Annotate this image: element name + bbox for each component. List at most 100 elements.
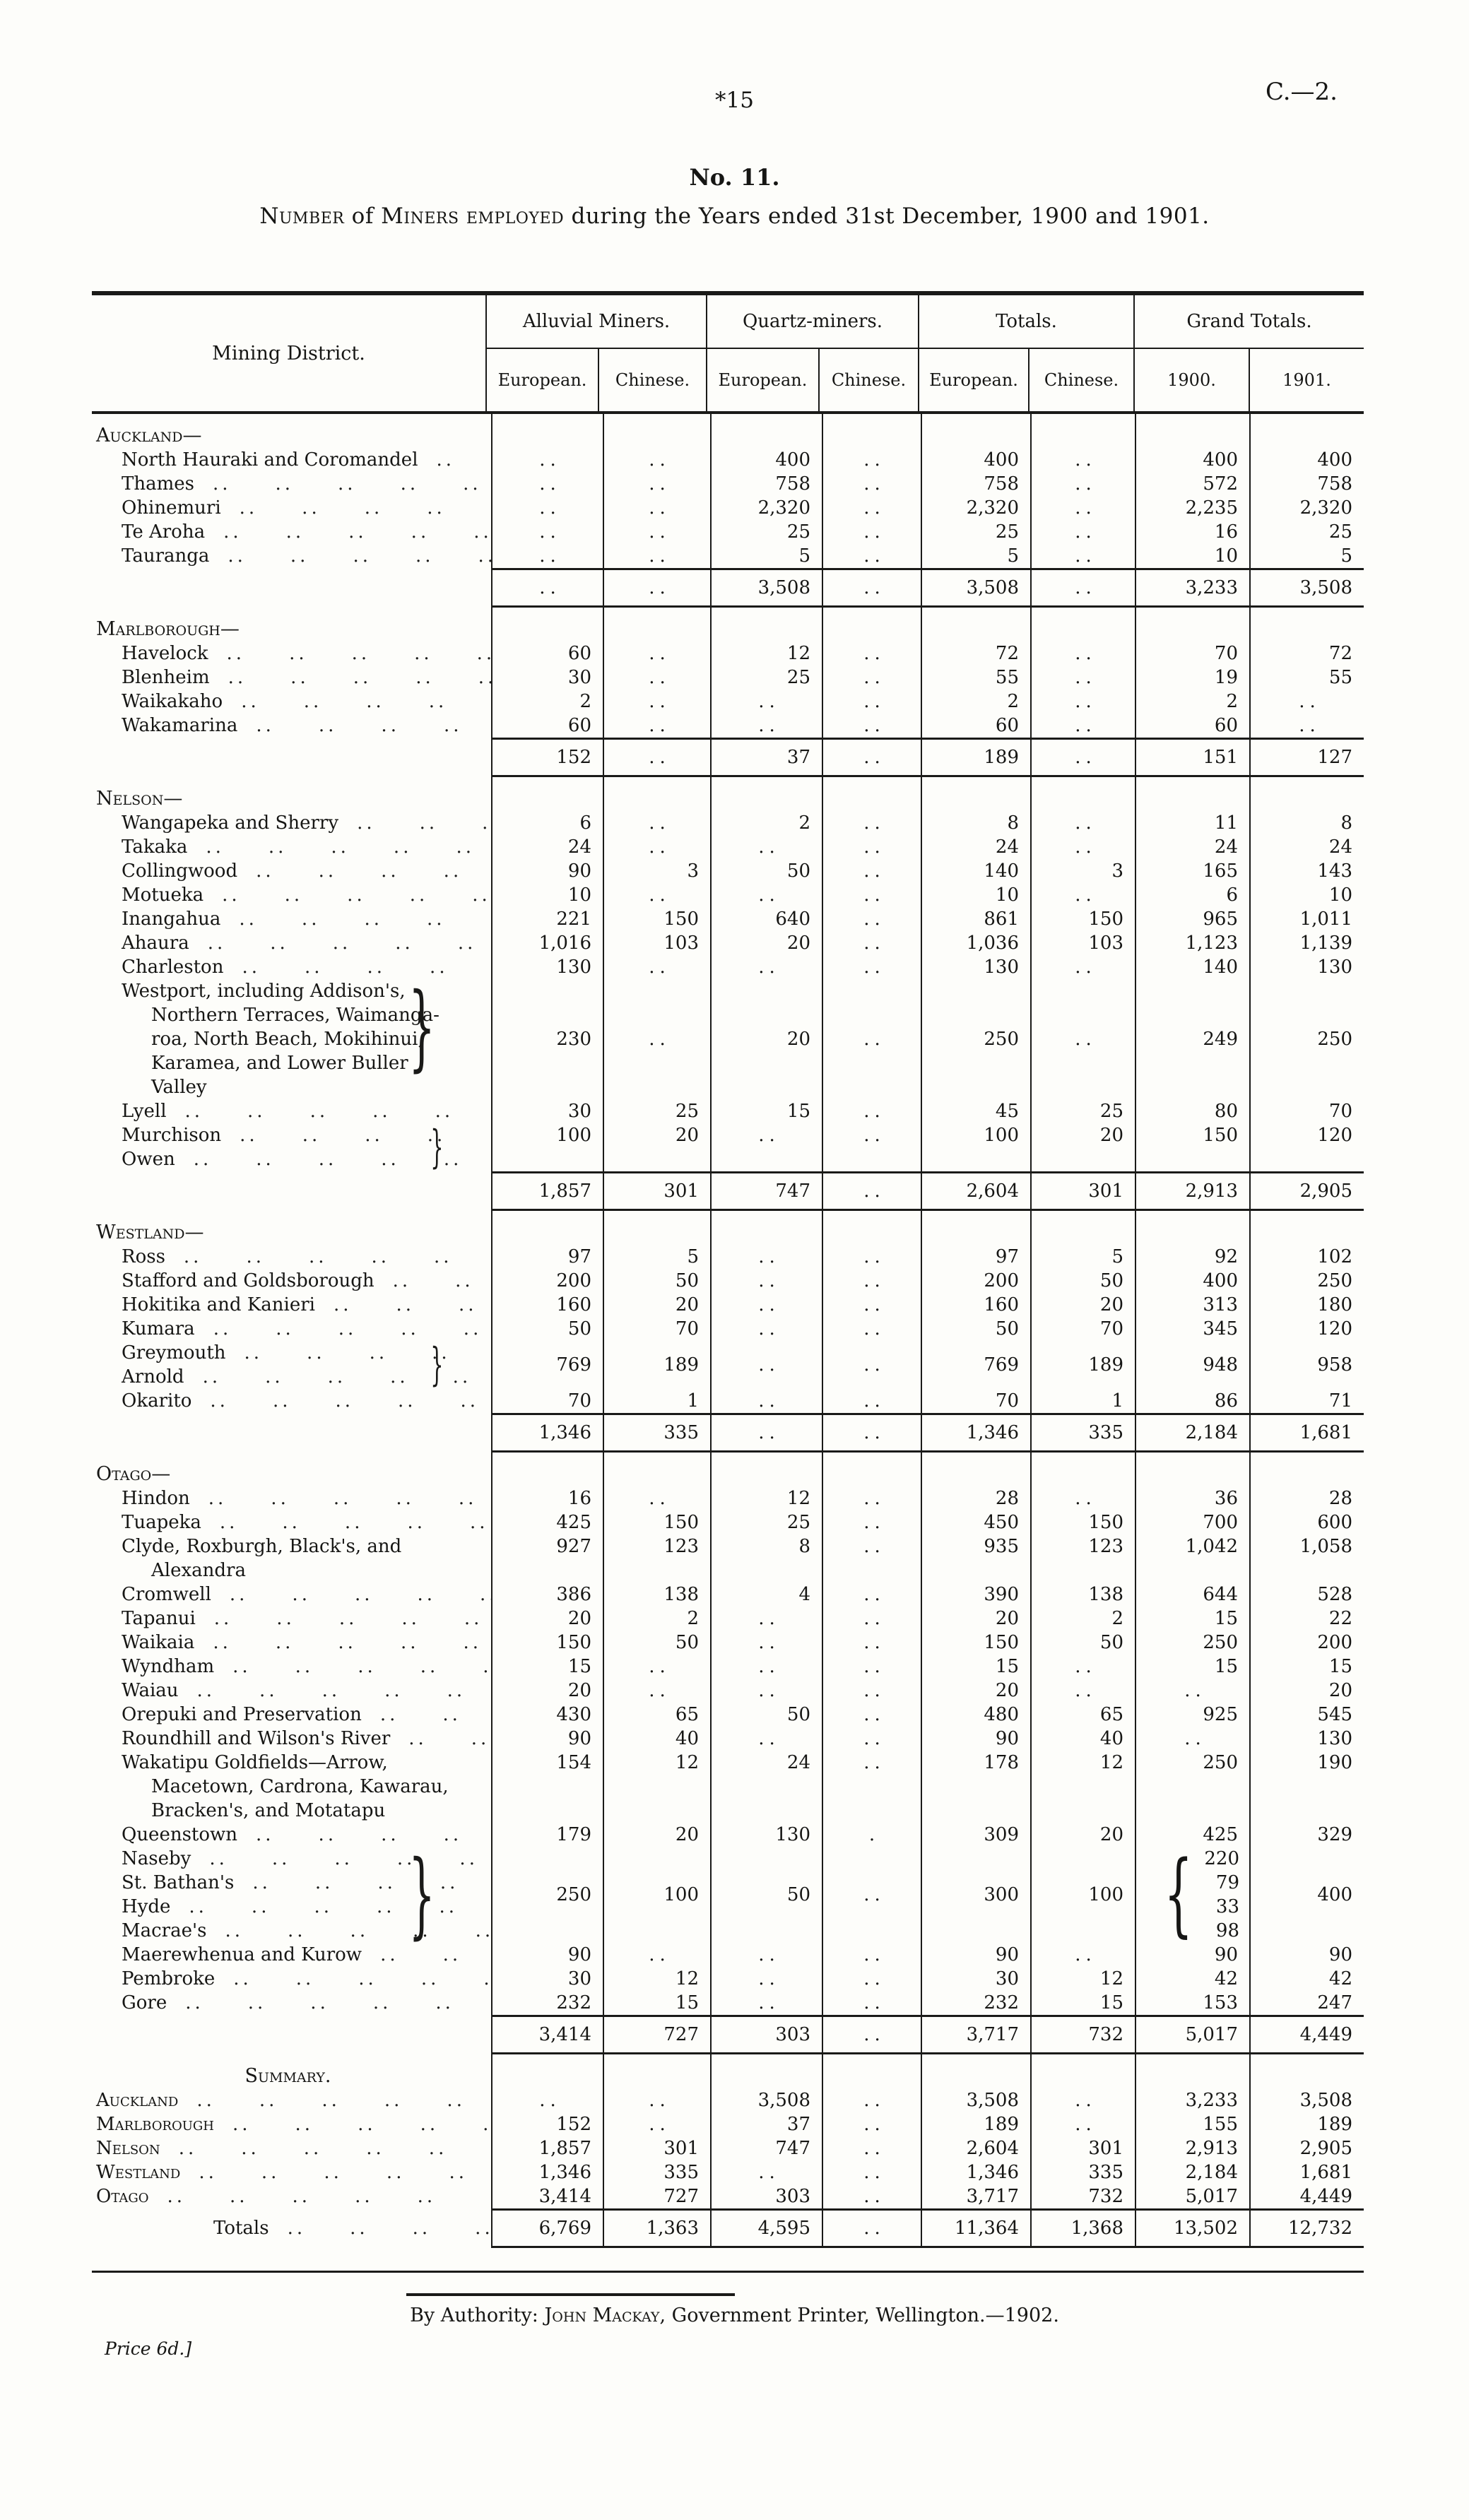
district-row: Westport, including Addison's, Northern T… [92,979,1364,1099]
value-cell: 301 [1030,2136,1135,2160]
totals-label-cell: Totals .. .. .. .. .. [92,2208,491,2248]
value-cell: 3,508 [1249,2088,1364,2112]
subtotal-label-cell [92,2015,491,2054]
value-cell: 2 [603,1607,710,1631]
value-cell: 12 [1030,1751,1135,1823]
district-name: Orepuki and Preservation [122,1704,362,1725]
value-cell [710,777,822,811]
leader-dots: .. .. .. .. .. [222,885,491,906]
value-cell: 180 [1249,1293,1364,1317]
value-cell: .. [1030,544,1135,568]
leader-dots: .. .. .. .. .. [392,1270,491,1291]
value-cell: .. [1249,714,1364,738]
district-name: Alexandra [151,1560,246,1581]
value-cell [1030,777,1135,811]
district-label: Orepuki and Preservation .. .. .. .. .. [92,1703,491,1727]
value-cell: 221 [491,907,603,931]
value-cell: .. [603,1943,710,1967]
district-row: Ohinemuri.. .. .. .. ...... 2,320.. 2,320.… [92,496,1364,520]
leader-dots: .. .. .. .. .. [244,1342,491,1363]
value-cell: .. [822,2184,921,2208]
value-cell: .. [822,1991,921,2015]
value-cell: 3,508 [1249,568,1364,608]
value-cell: .. [822,666,921,690]
value-cell: 250 [1249,979,1364,1099]
value-cell [1135,414,1249,448]
value-cell: 24 [1135,835,1249,859]
value-cell: 50 [1030,1269,1135,1293]
value-cell: 335 [603,1413,710,1453]
district-label-cell: Wangapeka and Sherry .. .. .. .. .. [92,811,491,835]
district-row: Hokitika and Kanieri.. .. .. .. ..16020.… [92,1293,1364,1317]
leader-dots: .. .. .. .. .. [256,860,491,882]
district-name: Collingwood [122,860,238,882]
district-label: Inangahua .. .. .. .. .. [92,907,491,931]
value-cell: 92 [1135,1245,1249,1269]
district-label: Wakamarina .. .. .. .. .. [92,714,491,738]
district-label: Westport, including Addison's, [92,979,484,1003]
value-cell: 3,717 [921,2015,1030,2054]
district-row: Blenheim.. .. .. .. .. 30.. 25.. 55.. 19 55 [92,666,1364,690]
value-cell: 425 [1135,1823,1249,1847]
value-cell: .. [1030,1679,1135,1703]
value-cell: 948 [1135,1341,1249,1389]
value-cell: .. [603,883,710,907]
value-cell: 123 [1030,1534,1135,1583]
district-label-cell: Blenheim .. .. .. .. .. [92,666,491,690]
value-cell: .. [491,544,603,568]
value-cell: 250 [1249,1269,1364,1293]
district-label: Bracken's, and Motatapu [92,1799,484,1823]
value-cell: 1,857 [491,1171,603,1211]
district-label: Valley [92,1075,484,1099]
value-cell: 5,017 [1135,2015,1249,2054]
leader-dots: .. .. .. .. .. [240,1125,491,1146]
value-cell: 97 [491,1245,603,1269]
value-cell: .. [710,1245,822,1269]
summary-label: Auckland .. .. .. .. .. [92,2088,484,2112]
value-cell: 189 [921,738,1030,777]
value-cell: 6,769 [491,2208,603,2248]
value-cell: .. [822,883,921,907]
value-cell: 1,139 [1249,931,1364,955]
district-row: Orepuki and Preservation .. .. .. .. ..43… [92,1703,1364,1727]
value-cell: 154 [491,1751,603,1823]
leader-dots: .. .. .. .. .. [213,1632,483,1653]
value-cell [491,1211,603,1245]
district-label: Owen .. .. .. .. .. [92,1147,484,1171]
value-cell: 2,604 [921,1171,1030,1211]
district-label-cell: Clyde, Roxburgh, Black's, and Alexandra [92,1534,491,1583]
value-cell: 2,604 [921,2136,1030,2160]
district-label-cell: Stafford and Goldsborough .. .. .. .. .. [92,1269,491,1293]
value-cell [1135,1453,1249,1486]
value-cell: 2,320 [921,496,1030,520]
value-cell: .. [822,931,921,955]
value-cell: 3 [1030,859,1135,883]
district-label-cell: Pembroke .. .. .. .. .. [92,1967,491,1991]
value-cell: 71 [1249,1389,1364,1413]
value-cell: .. [822,1967,921,1991]
value-cell: 2 [710,811,822,835]
value-cell: 1,011 [1249,907,1364,931]
value-cell [603,777,710,811]
district-label-cell: Havelock .. .. .. .. .. [92,641,491,666]
value-cell: 303 [710,2184,822,2208]
value-cell: 10 [1135,544,1249,568]
column-group-alluvial-miners: Alluvial Miners. European. Chinese. [485,295,706,411]
value-cell: .. [822,1389,921,1413]
column-group-quartz-miners: Quartz-miners. European. Chinese. [706,295,918,411]
summary-label-cell: Otago .. .. .. .. .. [92,2184,491,2208]
value-cell: 45 [921,1099,1030,1123]
value-cell: 2,235 [1135,496,1249,520]
leader-dots: .. .. .. .. .. [199,2162,468,2183]
value-cell: 20 [1030,1293,1135,1317]
value-cell: 150 [921,1631,1030,1655]
subtotal-row: 3,414 727 303.. 3,717 732 5,017 4,449 [92,2015,1364,2054]
value-cell: 2 [921,690,1030,714]
value-cell: 152 [491,2112,603,2136]
district-row: Ross.. .. .. .. .. 97 5.... 97 5 92 102 [92,1245,1364,1269]
district-row: Lyell.. .. .. .. .. 30 25 15.. 45 25 80 70 [92,1099,1364,1123]
value-cell: .. [710,1341,822,1389]
value-cell [1135,1211,1249,1245]
value-cell: 769 [921,1341,1030,1389]
document-reference: C.—2. [1265,78,1338,106]
